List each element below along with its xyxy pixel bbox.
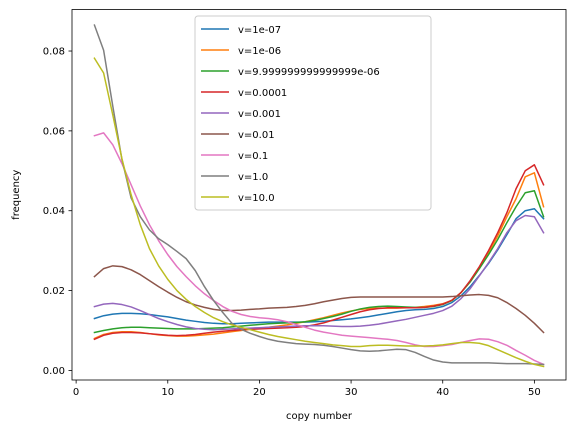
legend-label-0: v=1e-07 <box>238 25 281 36</box>
series-line-4 <box>93 214 545 331</box>
legend-label-3: v=0.0001 <box>238 88 287 99</box>
legend-label-1: v=1e-06 <box>238 46 281 57</box>
legend-label-4: v=0.001 <box>238 109 281 120</box>
legend: v=1e-07 v=1e-06 v=9.999999999999999e-06 v=0… <box>194 15 432 211</box>
series-line-7 <box>93 24 545 366</box>
legend-label-2: v=9.999999999999999e-06 <box>238 67 380 78</box>
x-tick-label-5: 50 <box>528 387 541 398</box>
x-tick-label-2: 20 <box>253 387 266 398</box>
series-line-6 <box>93 132 545 366</box>
x-tick-label-0: 0 <box>73 387 79 398</box>
x-axis-ticks: 0 10 20 30 40 50 <box>73 380 541 398</box>
x-tick-label-4: 40 <box>436 387 449 398</box>
y-tick-label-1: 0.02 <box>43 286 65 297</box>
series-line-5 <box>93 265 545 334</box>
legend-label-6: v=0.1 <box>238 151 268 162</box>
y-axis-ticks: 0.00 0.02 0.04 0.06 0.08 <box>43 47 72 377</box>
x-axis-label: copy number <box>286 411 353 422</box>
series-lines <box>93 24 545 368</box>
legend-frame <box>194 15 432 211</box>
plot-frame <box>71 9 567 381</box>
legend-label-5: v=0.01 <box>238 130 275 141</box>
series-line-8 <box>93 57 545 368</box>
series-line-0 <box>93 207 545 325</box>
x-tick-label-3: 30 <box>345 387 358 398</box>
series-line-3 <box>93 164 545 341</box>
y-tick-label-4: 0.08 <box>43 47 65 58</box>
legend-label-7: v=1.0 <box>238 172 268 183</box>
y-axis-label: frequency <box>11 170 22 220</box>
x-tick-label-1: 10 <box>161 387 174 398</box>
legend-label-8: v=10.0 <box>238 193 275 204</box>
y-tick-label-0: 0.00 <box>43 366 65 377</box>
y-tick-label-2: 0.04 <box>43 206 65 217</box>
y-tick-label-3: 0.06 <box>43 126 65 137</box>
